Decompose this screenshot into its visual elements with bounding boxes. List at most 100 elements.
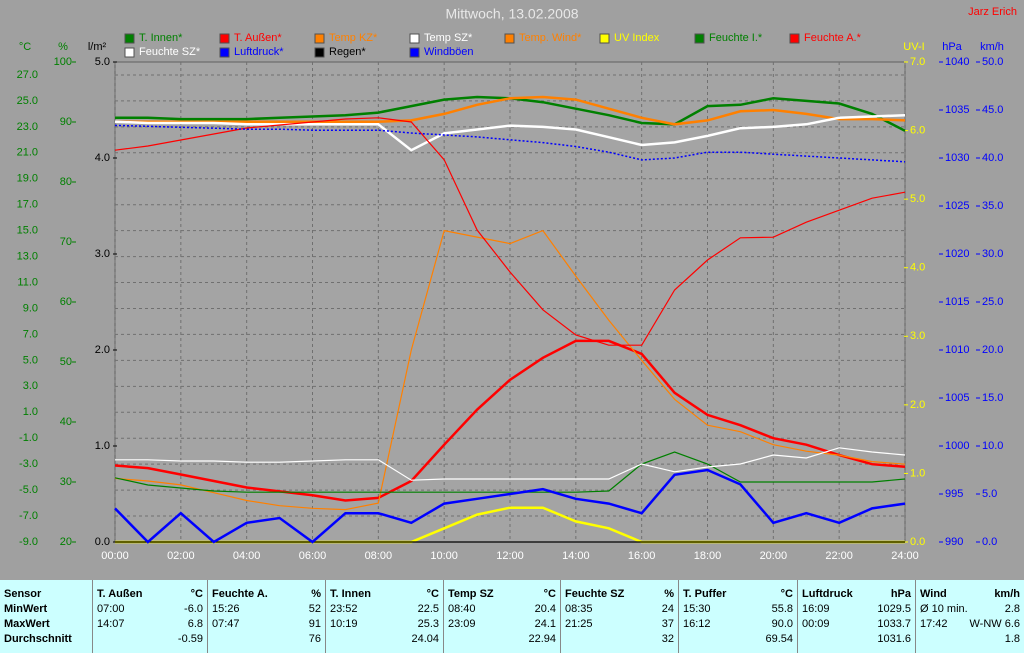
y-tick-label: 1.0 bbox=[910, 467, 925, 479]
avg-cell: 69.54 bbox=[683, 633, 793, 648]
sensor-column: T. Außen °C 07:00 -6.0 14:07 6.8 -0.59 bbox=[92, 580, 207, 653]
x-tick-label: 12:00 bbox=[496, 550, 524, 562]
y-tick-label: 25.0 bbox=[982, 296, 1003, 308]
avg-cell: -0.59 bbox=[97, 633, 203, 648]
y-tick-label: 1020 bbox=[945, 248, 969, 260]
sensor-unit: °C bbox=[426, 588, 439, 600]
min-time: 15:26 bbox=[212, 603, 240, 615]
legend-label: UV Index bbox=[614, 32, 660, 44]
min-value: -6.0 bbox=[184, 603, 203, 615]
y-tick-label: 21.0 bbox=[17, 147, 38, 159]
min-time: 08:40 bbox=[448, 603, 476, 615]
header-cell: Feuchte SZ% bbox=[565, 588, 674, 603]
legend-label: Temp SZ* bbox=[424, 32, 473, 44]
y-tick-label: 9.0 bbox=[23, 302, 38, 314]
series-line bbox=[114, 451, 906, 493]
header-cell: Feuchte A.% bbox=[212, 588, 321, 603]
y-tick-label: 5.0 bbox=[910, 193, 925, 205]
x-tick-label: 22:00 bbox=[825, 550, 853, 562]
avg-value: 69.54 bbox=[765, 633, 793, 645]
header-cell: T. Außen °C bbox=[97, 588, 203, 603]
max-value: 1033.7 bbox=[877, 618, 911, 630]
min-value: 55.8 bbox=[771, 603, 793, 615]
avg-value: 1031.6 bbox=[877, 633, 911, 645]
y-tick-label: 2.0 bbox=[95, 344, 110, 356]
legend-label: T. Innen* bbox=[139, 32, 183, 44]
series-line bbox=[114, 339, 906, 502]
axis-unit: UV-I bbox=[903, 41, 924, 53]
sensor-name: T. Puffer bbox=[683, 588, 727, 600]
min-time: 08:35 bbox=[565, 603, 593, 615]
axis-unit: °C bbox=[19, 41, 31, 53]
y-tick-label: 45.0 bbox=[982, 104, 1003, 116]
sensor-column: T. Puffer °C 15:30 55.8 16:12 90.0 69.54 bbox=[678, 580, 797, 653]
y-tick-label: 1035 bbox=[945, 104, 969, 116]
max-value: W-NW 6.6 bbox=[969, 618, 1020, 630]
series-line bbox=[114, 113, 906, 152]
min-time: 16:09 bbox=[802, 603, 830, 615]
y-tick-label: 10.0 bbox=[982, 440, 1003, 452]
max-time: 00:09 bbox=[802, 618, 830, 630]
legend-swatch bbox=[219, 47, 230, 58]
legend-label: Temp. Wind* bbox=[519, 32, 582, 44]
header-cell: Temp SZ °C bbox=[448, 588, 556, 603]
legend-swatch bbox=[504, 33, 515, 44]
sensor-name: T. Außen bbox=[97, 588, 143, 600]
y-tick-label: 1010 bbox=[945, 344, 969, 356]
series-line bbox=[115, 447, 906, 481]
y-tick-label: 27.0 bbox=[17, 69, 38, 81]
x-tick-label: 24:00 bbox=[891, 550, 919, 562]
avg-cell: 1.8 bbox=[920, 633, 1020, 648]
y-tick-label: 50 bbox=[60, 356, 72, 368]
row-label: Sensor bbox=[4, 588, 42, 600]
y-tick-label: 990 bbox=[945, 536, 963, 548]
chart-title: Mittwoch, 13.02.2008 bbox=[445, 6, 578, 22]
sensor-unit: km/h bbox=[994, 588, 1020, 600]
x-tick-label: 10:00 bbox=[430, 550, 458, 562]
max-time: 16:12 bbox=[683, 618, 711, 630]
avg-cell: 1031.6 bbox=[802, 633, 911, 648]
y-tick-label: 1015 bbox=[945, 296, 969, 308]
header-cell: Wind km/h bbox=[920, 588, 1020, 603]
min-cell: 16:09 1029.5 bbox=[802, 603, 911, 618]
legend-swatch bbox=[789, 33, 800, 44]
x-tick-label: 20:00 bbox=[760, 550, 788, 562]
y-tick-label: 1005 bbox=[945, 392, 969, 404]
y-tick-label: 7.0 bbox=[23, 328, 38, 340]
series-line bbox=[115, 95, 906, 126]
y-tick-label: 5.0 bbox=[982, 488, 997, 500]
max-value: 25.3 bbox=[417, 618, 439, 630]
x-tick-label: 02:00 bbox=[167, 550, 195, 562]
avg-value: 76 bbox=[308, 633, 321, 645]
max-time: 17:42 bbox=[920, 618, 948, 630]
y-tick-label: 100 bbox=[54, 56, 72, 68]
max-cell: 00:09 1033.7 bbox=[802, 618, 911, 633]
y-tick-label: 1040 bbox=[945, 56, 969, 68]
max-value: 37 bbox=[661, 618, 674, 630]
y-tick-label: 20.0 bbox=[982, 344, 1003, 356]
y-tick-label: 4.0 bbox=[95, 152, 110, 164]
sensor-unit: °C bbox=[543, 588, 556, 600]
series-line bbox=[114, 468, 906, 544]
y-tick-label: 80 bbox=[60, 176, 72, 188]
sensor-name: Luftdruck bbox=[802, 588, 853, 600]
x-tick-label: 06:00 bbox=[299, 550, 327, 562]
max-value: 91 bbox=[308, 618, 321, 630]
x-tick-label: 14:00 bbox=[562, 550, 590, 562]
axis-unit: km/h bbox=[980, 41, 1004, 53]
sensor-name: Feuchte SZ bbox=[565, 588, 625, 600]
min-cell: 08:35 24 bbox=[565, 603, 674, 618]
y-tick-label: 13.0 bbox=[17, 251, 38, 263]
min-cell: Ø 10 min. 2.8 bbox=[920, 603, 1020, 618]
stats-table: Sensor MinWert MaxWert Durchschnitt T. Außen… bbox=[0, 580, 1024, 653]
legend-swatch bbox=[599, 33, 610, 44]
max-time: 14:07 bbox=[97, 618, 125, 630]
sensor-column: Luftdruck hPa 16:09 1029.5 00:09 1033.7 1031.6 bbox=[797, 580, 915, 653]
min-value: 52 bbox=[308, 603, 321, 615]
y-tick-label: 23.0 bbox=[17, 121, 38, 133]
axis-unit: hPa bbox=[942, 41, 962, 53]
y-tick-label: 3.0 bbox=[23, 380, 38, 392]
avg-value: -0.59 bbox=[177, 633, 203, 645]
y-tick-label: 1000 bbox=[945, 440, 969, 452]
max-time: 23:09 bbox=[448, 618, 476, 630]
